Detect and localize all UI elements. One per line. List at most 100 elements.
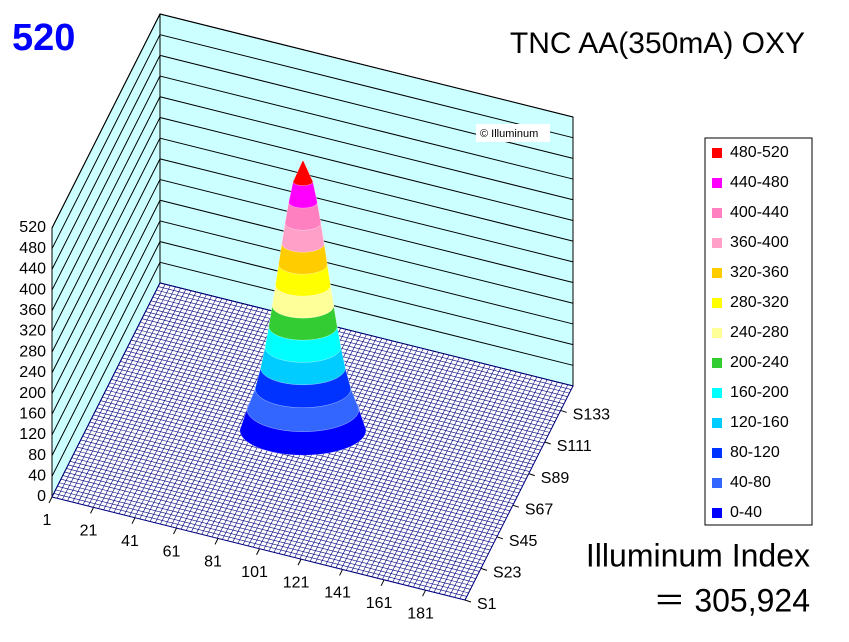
grid-line bbox=[51, 13, 574, 229]
grid-line bbox=[51, 220, 574, 436]
legend-swatch bbox=[712, 208, 722, 218]
legend-label: 400-440 bbox=[730, 204, 789, 221]
y-tick-label: S45 bbox=[509, 533, 538, 550]
x-tick bbox=[90, 507, 94, 514]
mesh-line bbox=[150, 300, 565, 405]
z-tick-label: 360 bbox=[19, 302, 46, 319]
mesh-line bbox=[145, 311, 559, 415]
x-tick-label: 121 bbox=[283, 574, 310, 591]
mesh-line bbox=[73, 453, 487, 558]
watermark: © Illuminum bbox=[480, 128, 538, 140]
x-tick-label: 181 bbox=[407, 605, 434, 622]
legend-label: 0-40 bbox=[730, 504, 762, 521]
legend-label: 360-400 bbox=[730, 234, 789, 251]
legend-box bbox=[704, 137, 813, 526]
mesh-line bbox=[96, 407, 511, 512]
legend-swatch bbox=[712, 148, 722, 158]
legend-swatch bbox=[712, 508, 722, 518]
mesh-line bbox=[141, 318, 556, 422]
x-tick-label: 21 bbox=[80, 523, 98, 540]
y-tick bbox=[544, 441, 551, 445]
legend-swatch bbox=[712, 358, 722, 368]
z-tick-label: 240 bbox=[19, 364, 46, 381]
mesh-line bbox=[152, 296, 566, 401]
corner-label: 520 bbox=[12, 17, 75, 59]
y-tick bbox=[528, 473, 535, 477]
mesh-line bbox=[82, 436, 496, 540]
mesh-line bbox=[53, 493, 467, 597]
x-tick bbox=[297, 558, 302, 566]
mesh-line bbox=[87, 425, 502, 529]
mesh-line bbox=[57, 486, 471, 590]
legend-label: 120-160 bbox=[730, 414, 789, 431]
surface bbox=[239, 160, 367, 456]
legend-swatch bbox=[712, 178, 722, 188]
legend-swatch bbox=[712, 328, 722, 338]
y-tick-label: S67 bbox=[525, 501, 554, 518]
mesh-line bbox=[93, 414, 507, 519]
legend-swatch bbox=[712, 268, 722, 278]
legend-label: 440-480 bbox=[730, 174, 789, 191]
mesh-line bbox=[77, 446, 491, 551]
grid-line bbox=[51, 199, 574, 415]
grid-line bbox=[51, 54, 574, 270]
z-tick-label: 40 bbox=[28, 468, 46, 485]
watermark-box bbox=[476, 124, 550, 142]
x-tick bbox=[131, 517, 136, 524]
mesh-line bbox=[66, 468, 480, 572]
x-tick-label: 41 bbox=[121, 533, 139, 550]
z-tick-label: 160 bbox=[19, 405, 46, 422]
mesh-line bbox=[149, 304, 563, 408]
legend-swatch bbox=[712, 388, 722, 398]
surface-band bbox=[292, 160, 314, 186]
mesh-line bbox=[156, 289, 570, 394]
chart-title: TNC AA(350mA) OXY bbox=[510, 27, 805, 60]
x-tick-label: 1 bbox=[43, 512, 52, 529]
mesh-line bbox=[98, 403, 512, 508]
y-tick-label: S23 bbox=[493, 565, 522, 582]
labels: 0408012016020024028032036040044048052012… bbox=[19, 219, 610, 622]
grid-line bbox=[51, 158, 574, 374]
z-tick-label: 0 bbox=[37, 488, 46, 505]
z-tick-label: 400 bbox=[19, 281, 46, 298]
mesh-line bbox=[80, 439, 494, 544]
x-tick bbox=[422, 589, 427, 597]
mesh-line bbox=[64, 471, 478, 576]
x-tick bbox=[256, 548, 260, 555]
grid-line bbox=[51, 178, 574, 394]
mesh-line bbox=[71, 457, 485, 562]
z-tick-label: 280 bbox=[19, 343, 46, 360]
legend-swatch bbox=[712, 298, 722, 308]
legend-swatch bbox=[712, 418, 722, 428]
mesh-line bbox=[154, 293, 568, 397]
grid-line bbox=[51, 75, 574, 291]
x-tick-label: 81 bbox=[204, 554, 222, 571]
mesh-line bbox=[69, 461, 484, 565]
grid-line bbox=[51, 137, 574, 353]
legend-label: 480-520 bbox=[730, 144, 789, 161]
mesh-line bbox=[143, 314, 557, 419]
grid-line bbox=[51, 96, 574, 311]
mesh-line bbox=[75, 450, 489, 554]
mesh-line bbox=[51, 496, 466, 601]
y-tick bbox=[512, 504, 519, 508]
mesh-line bbox=[147, 307, 561, 412]
x-tick bbox=[380, 579, 385, 587]
legend-label: 320-360 bbox=[730, 264, 789, 281]
x-tick-label: 61 bbox=[163, 543, 181, 560]
x-tick-label: 101 bbox=[241, 564, 268, 581]
walls bbox=[51, 13, 574, 498]
z-tick-label: 520 bbox=[19, 219, 46, 236]
mesh-line bbox=[84, 432, 498, 537]
y-tick-label: S1 bbox=[477, 596, 497, 613]
annotation-value: ＝ 305,924 bbox=[653, 582, 810, 618]
x-tick bbox=[48, 496, 53, 504]
mesh-line bbox=[60, 478, 475, 583]
legend-swatch bbox=[712, 238, 722, 248]
grid-line bbox=[51, 241, 574, 456]
y-tick-label: S111 bbox=[557, 438, 592, 455]
z-tick-label: 80 bbox=[28, 447, 46, 464]
y-tick-label: S89 bbox=[541, 470, 570, 487]
